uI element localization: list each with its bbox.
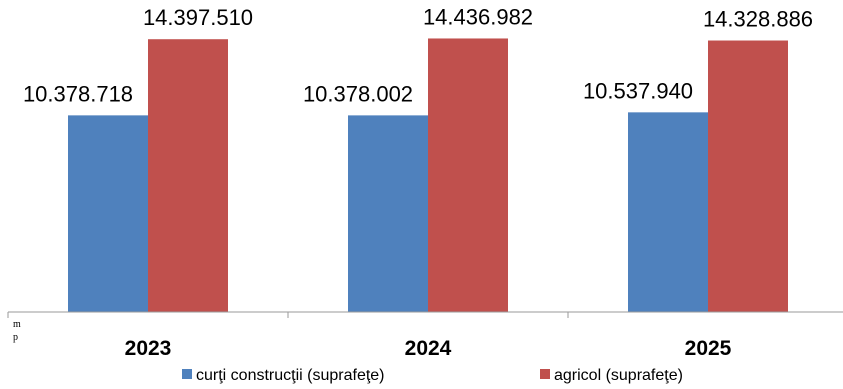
bar-agricol-2024	[428, 38, 508, 312]
data-label-agricol-2024: 14.436.982	[423, 4, 533, 29]
legend-label-agricol: agricol (suprafeţe)	[554, 367, 683, 384]
x-axis-ticks	[7, 312, 569, 318]
data-label-curti-constructii-2025: 10.537.940	[583, 78, 693, 103]
bars	[68, 38, 788, 313]
category-label-2025: 2025	[685, 337, 732, 360]
category-label-2023: 2023	[125, 337, 172, 360]
legend: curţi construcţii (suprafeţe) agricol (s…	[182, 367, 683, 384]
unit-label-p: p	[13, 332, 18, 343]
data-label-curti-constructii-2024: 10.378.002	[303, 81, 413, 106]
data-label-agricol-2025: 14.328.886	[703, 7, 813, 32]
category-labels: 2023 2024 2025	[125, 337, 732, 360]
bar-curti-constructii-2023	[68, 115, 148, 313]
legend-swatch-agricol	[540, 369, 550, 379]
bar-curti-constructii-2024	[348, 115, 428, 312]
data-label-agricol-2023: 14.397.510	[143, 5, 253, 30]
value-labels: 10.378.718 14.397.510 10.378.002 14.436.982…	[23, 4, 813, 106]
bar-curti-constructii-2025	[628, 112, 708, 313]
data-label-curti-constructii-2023: 10.378.718	[23, 81, 133, 106]
category-label-2024: 2024	[405, 337, 452, 360]
bar-agricol-2023	[148, 39, 228, 312]
bar-agricol-2025	[708, 40, 788, 312]
unit-label-m: m	[13, 319, 21, 330]
legend-label-curti-constructii: curţi construcţii (suprafeţe)	[196, 367, 385, 384]
legend-swatch-curti-constructii	[182, 369, 192, 379]
